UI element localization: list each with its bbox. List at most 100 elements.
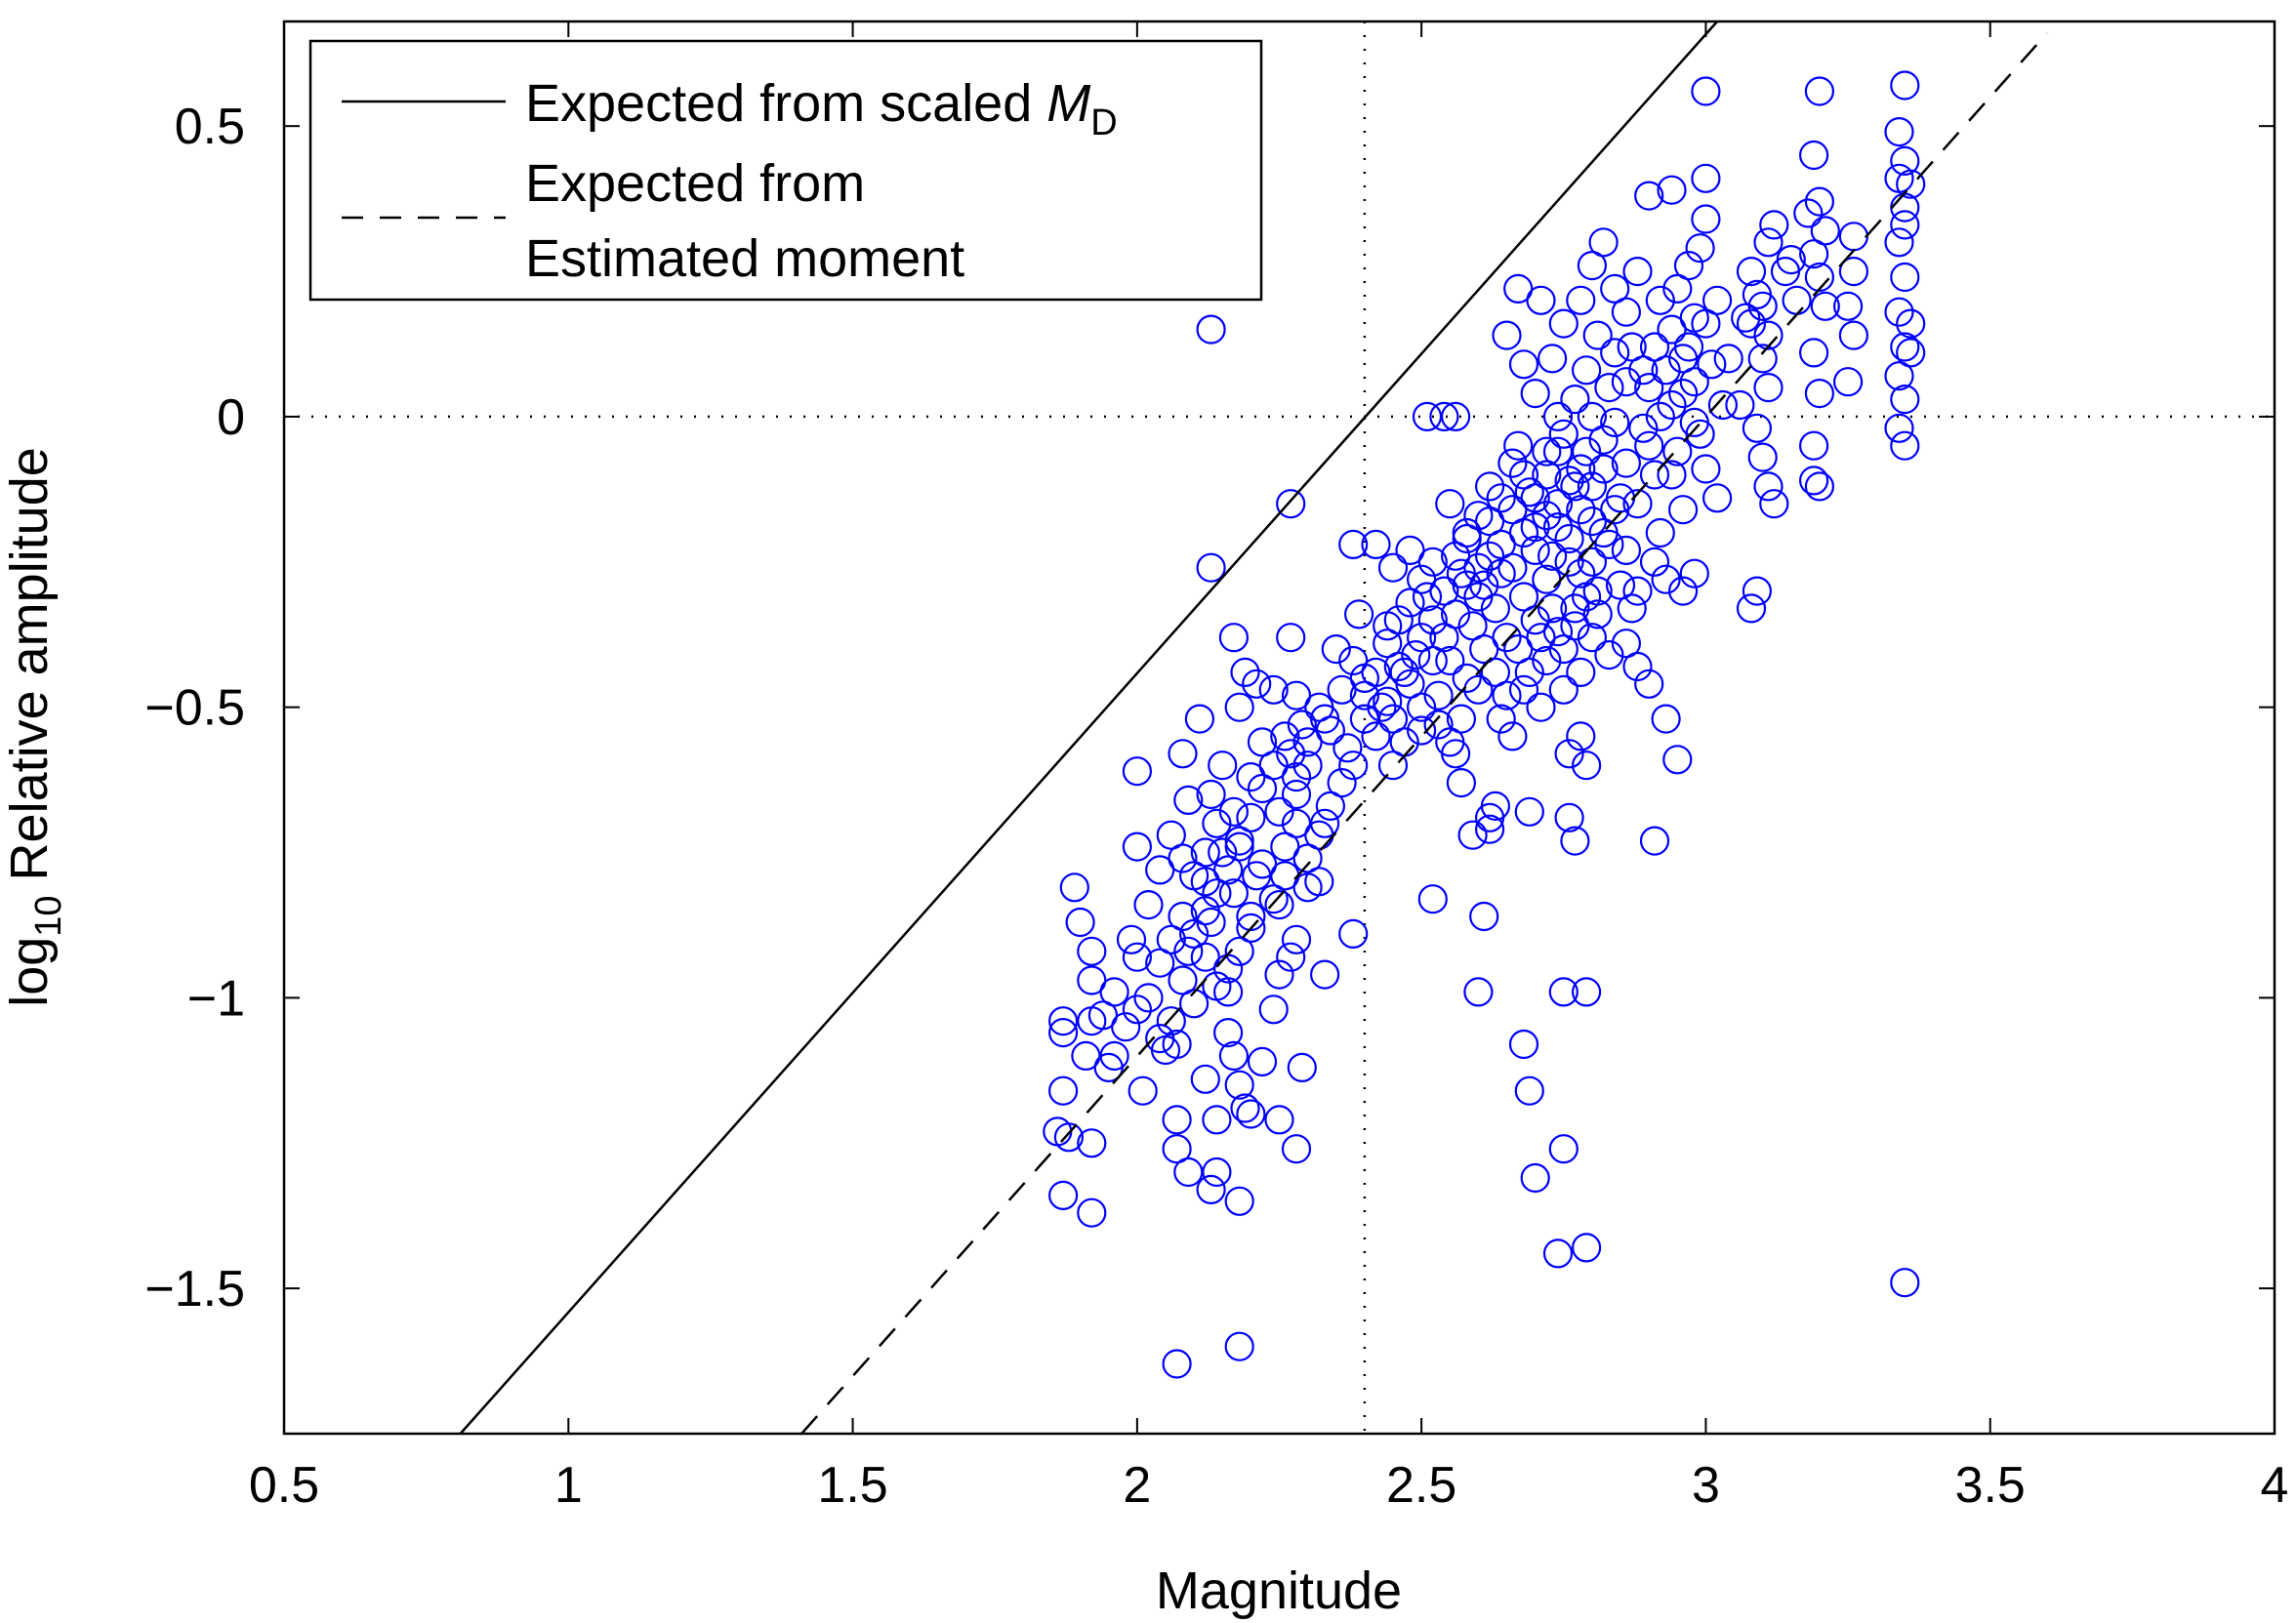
scatter-point bbox=[1548, 419, 1578, 449]
scatter-point bbox=[1804, 262, 1835, 293]
line-expected-scaled-md bbox=[459, 21, 1719, 1434]
scatter-point bbox=[1617, 593, 1647, 624]
scatter-point bbox=[1224, 1331, 1254, 1361]
scatter-point bbox=[1600, 407, 1630, 437]
scatter-point bbox=[1236, 761, 1266, 792]
scatter-point bbox=[1514, 1075, 1544, 1106]
scatter-point bbox=[1264, 1105, 1294, 1135]
scatter-point bbox=[1373, 686, 1403, 716]
scatter-point bbox=[1281, 808, 1312, 838]
scatter-point bbox=[1224, 832, 1254, 862]
scatter-point bbox=[1156, 1006, 1186, 1036]
scatter-point bbox=[1327, 767, 1357, 798]
scatter-point bbox=[1884, 117, 1914, 147]
scatter-point bbox=[1736, 593, 1767, 624]
scatter-point bbox=[1560, 593, 1590, 624]
legend-box bbox=[308, 39, 1263, 302]
scatter-point bbox=[1435, 727, 1465, 757]
y-axis-ticks: −1.5 −1 −0.5 0 0.5 bbox=[144, 99, 2275, 1318]
scatter-point bbox=[1122, 994, 1153, 1025]
scatter-point bbox=[1242, 669, 1272, 699]
scatter-point bbox=[1190, 1064, 1220, 1094]
scatter-point bbox=[1890, 70, 1920, 101]
scatter-point bbox=[1600, 338, 1630, 368]
scatter-point bbox=[1639, 826, 1670, 856]
legend-label-moment-line1: Expected from bbox=[525, 154, 865, 213]
scatter-point bbox=[1492, 623, 1522, 653]
scatter-point bbox=[1508, 674, 1539, 705]
scatter-point bbox=[1890, 385, 1920, 415]
legend-label-moment-line2: Estimated moment bbox=[525, 229, 964, 288]
scatter-point bbox=[1554, 523, 1584, 554]
scatter-point bbox=[1577, 401, 1608, 431]
scatter-point bbox=[1412, 582, 1443, 612]
scatter-point bbox=[1532, 436, 1562, 467]
scatter-point bbox=[1798, 140, 1829, 171]
scatter-point bbox=[1168, 739, 1198, 769]
scatter-point bbox=[1560, 611, 1590, 641]
scatter-point bbox=[1270, 721, 1300, 751]
scatter-point bbox=[1838, 320, 1869, 350]
scatter-point bbox=[1542, 436, 1574, 467]
scatter-point bbox=[1503, 273, 1534, 304]
scatter-point bbox=[1548, 633, 1578, 665]
scatter-point bbox=[1162, 1134, 1192, 1164]
scatter-point bbox=[1639, 460, 1670, 490]
scatter-point bbox=[1582, 599, 1613, 629]
scatter-point bbox=[1486, 704, 1516, 734]
scatter-point bbox=[1566, 657, 1596, 688]
scatter-point bbox=[1373, 629, 1403, 659]
scatter-point bbox=[1452, 570, 1482, 600]
scatter-point bbox=[1292, 843, 1323, 873]
scatter-point bbox=[1270, 832, 1300, 862]
scatter-point bbox=[1503, 430, 1534, 461]
scatter-point bbox=[1116, 924, 1147, 954]
scatter-point bbox=[1639, 332, 1670, 362]
scatter-point bbox=[1884, 227, 1914, 258]
scatter-point bbox=[1162, 1029, 1192, 1060]
scatter-point bbox=[1047, 1180, 1079, 1211]
scatter-point bbox=[1600, 495, 1630, 525]
scatter-point bbox=[1474, 802, 1505, 832]
scatter-point bbox=[1884, 297, 1914, 327]
scatter-point bbox=[1679, 558, 1709, 588]
scatter-point bbox=[1594, 373, 1624, 403]
scatter-point bbox=[1588, 517, 1619, 548]
scatter-point bbox=[1667, 379, 1699, 409]
scatter-point bbox=[1736, 257, 1767, 287]
scatter-point bbox=[1236, 913, 1266, 944]
scatter-point bbox=[1566, 285, 1596, 315]
scatter-point bbox=[1508, 582, 1539, 612]
scatter-point bbox=[1645, 285, 1675, 315]
scatter-point bbox=[1628, 355, 1659, 385]
scatter-point bbox=[1542, 489, 1574, 519]
scatter-point bbox=[1401, 639, 1431, 670]
scatter-point bbox=[1145, 1023, 1175, 1054]
scatter-point bbox=[1492, 320, 1522, 350]
scatter-point bbox=[1196, 779, 1226, 810]
scatter-point bbox=[1611, 535, 1642, 566]
scatter-point bbox=[1508, 517, 1539, 548]
scatter-point bbox=[1622, 651, 1653, 682]
scatter-point bbox=[1258, 884, 1289, 914]
scatter-point bbox=[1377, 704, 1409, 734]
scatter-point bbox=[1292, 727, 1323, 757]
scatter-point bbox=[1896, 338, 1926, 368]
scatter-point bbox=[1492, 680, 1522, 710]
legend-label-scaled-md-M: M bbox=[1046, 74, 1090, 133]
scatter-point bbox=[1514, 477, 1544, 507]
scatter-point bbox=[1582, 320, 1613, 350]
scatter-point bbox=[1798, 466, 1829, 496]
scatter-point bbox=[1236, 1099, 1266, 1129]
scatter-point bbox=[1497, 552, 1528, 583]
scatter-point bbox=[1429, 623, 1459, 653]
scatter-point bbox=[1474, 814, 1505, 844]
scatter-point bbox=[1417, 605, 1448, 635]
scatter-point bbox=[1793, 198, 1824, 228]
x-tick-label: 3 bbox=[1692, 1457, 1720, 1514]
scatter-point bbox=[1691, 454, 1721, 484]
scatter-point bbox=[1890, 262, 1920, 293]
scatter-point bbox=[1526, 285, 1556, 315]
scatter-point bbox=[1742, 576, 1773, 606]
scatter-point bbox=[1747, 291, 1778, 321]
